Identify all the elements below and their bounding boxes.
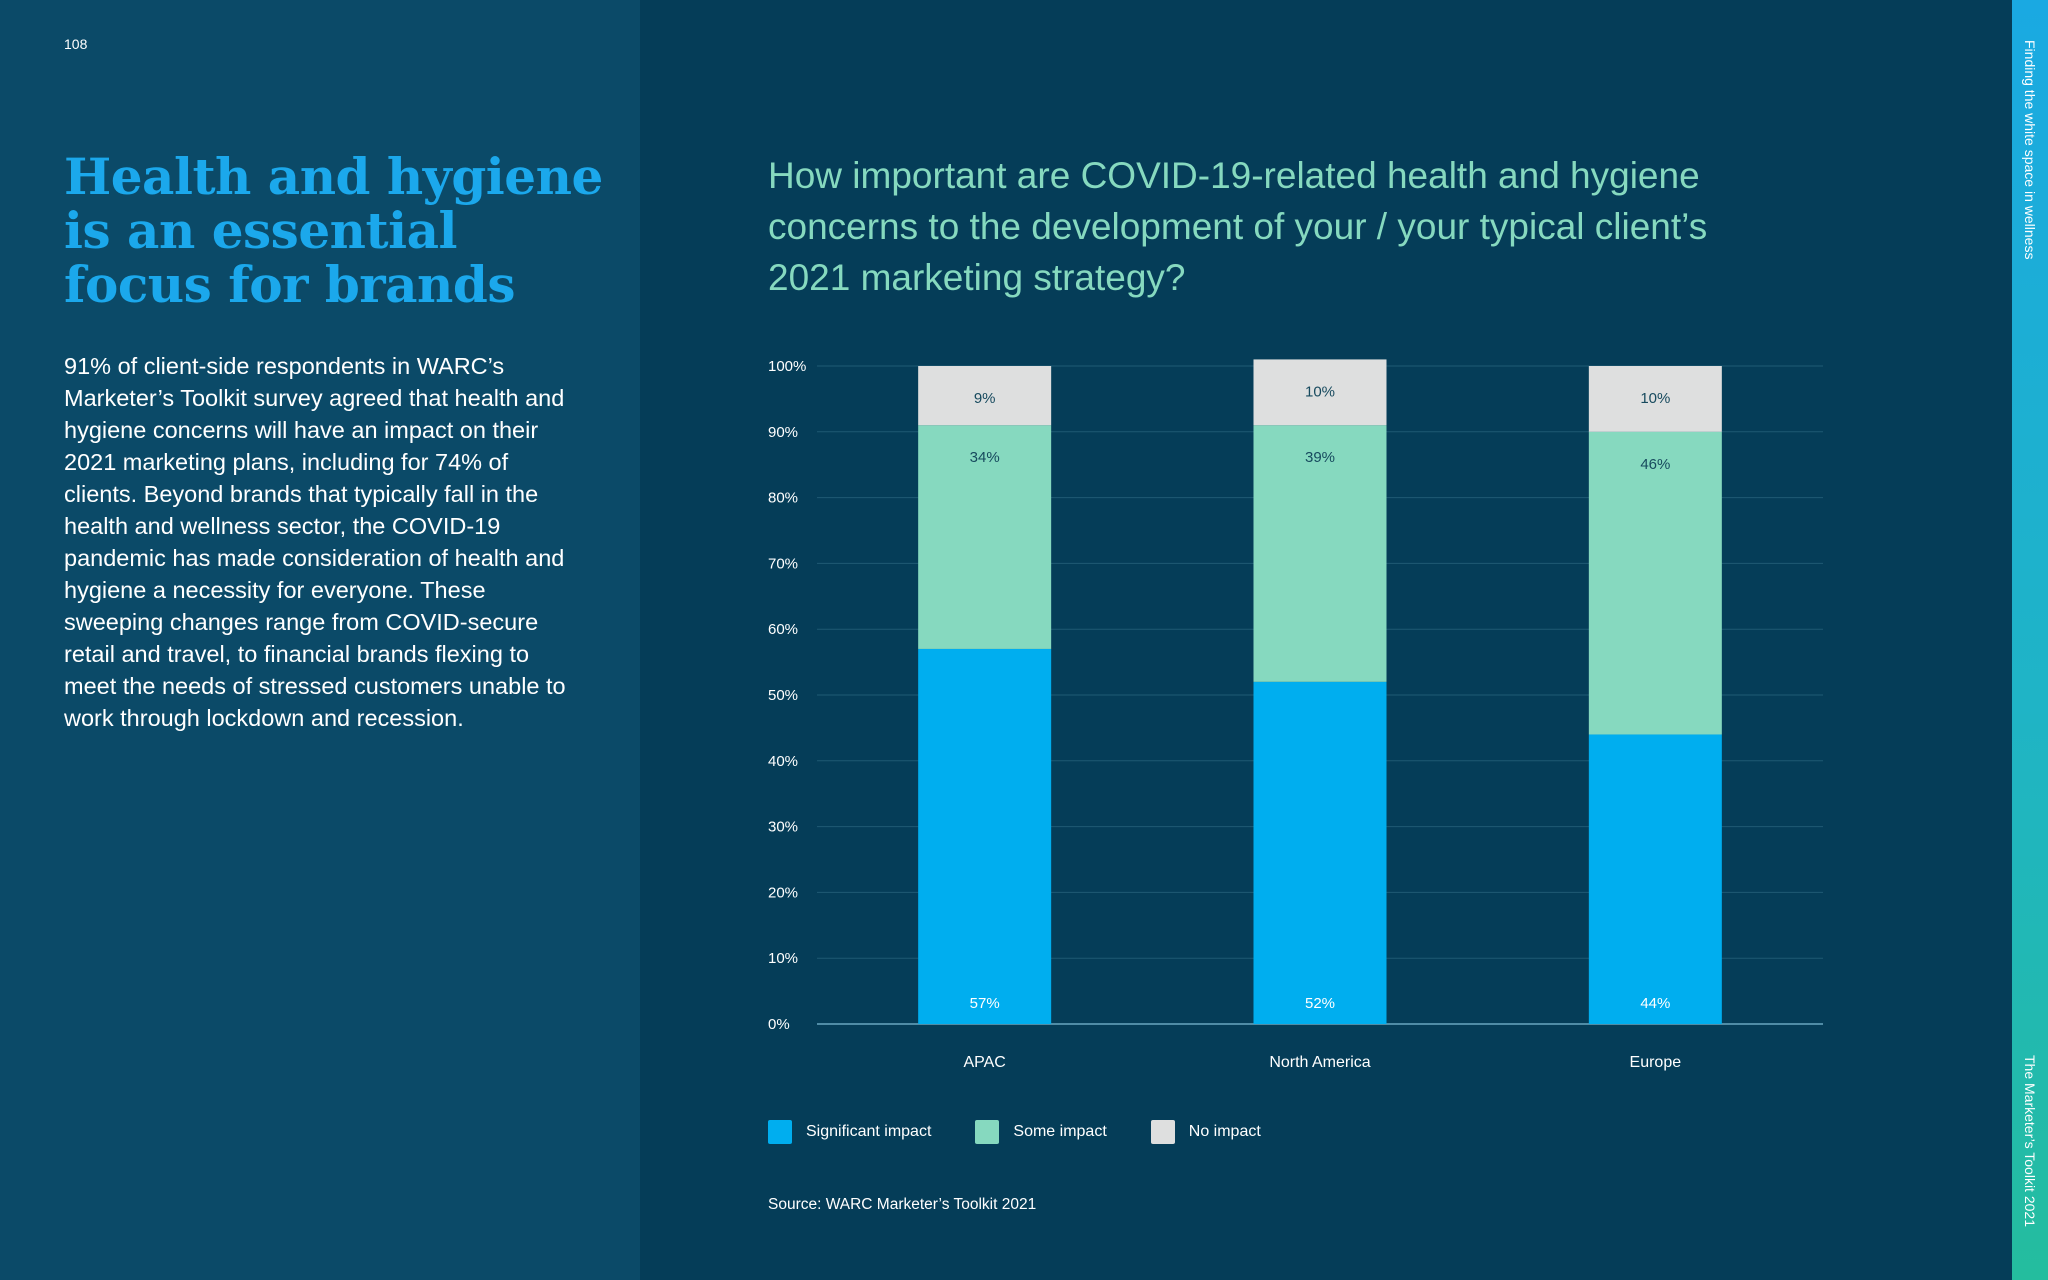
legend-swatch-none — [1150, 1120, 1175, 1144]
x-tick-label: APAC — [963, 1054, 1005, 1071]
headline: Health and hygiene is an essential focus… — [64, 147, 603, 314]
legend-label-some: Some impact — [1013, 1123, 1107, 1140]
page-number: 108 — [64, 36, 88, 52]
y-tick-label: 80% — [768, 490, 798, 507]
legend-label-none: No impact — [1188, 1123, 1261, 1140]
x-tick-label: North America — [1269, 1054, 1370, 1071]
y-tick-label: 10% — [768, 950, 798, 967]
data-label: 44% — [1640, 995, 1670, 1012]
data-label: 34% — [970, 449, 1000, 466]
legend-swatch-significant — [768, 1120, 792, 1144]
side-label-top: Finding the white space in wellness — [2022, 40, 2038, 260]
y-tick-label: 20% — [768, 884, 798, 901]
data-label: 52% — [1305, 995, 1335, 1012]
chart-title: How important are COVID-19-related healt… — [768, 155, 1708, 298]
labels-layer: 0% 10% 20% 30% 40% 50% 60% 70% 80% 90% 100% 57% 34% 9… — [768, 358, 1681, 1071]
bar-segment-some-impact — [918, 425, 1052, 649]
y-tick-label: 70% — [768, 555, 798, 572]
data-label: 39% — [1305, 449, 1335, 466]
y-tick-label: 50% — [768, 687, 798, 704]
y-tick-label: 90% — [768, 424, 798, 441]
data-label: 9% — [974, 390, 996, 407]
y-tick-label: 0% — [768, 1016, 790, 1033]
data-label: 10% — [1640, 390, 1670, 407]
y-tick-label: 40% — [768, 753, 798, 770]
data-label: 46% — [1640, 456, 1670, 473]
bar-segment-significant-impact — [918, 648, 1052, 1024]
data-label: 10% — [1305, 383, 1335, 400]
bar-segment-significant-impact — [1588, 734, 1722, 1024]
bar-segment-no-impact — [1588, 366, 1722, 432]
y-tick-label: 100% — [768, 358, 806, 375]
chart-source: Source: WARC Marketer’s Toolkit 2021 — [768, 1196, 1037, 1213]
bar-segment-significant-impact — [1253, 681, 1387, 1024]
left-panel — [0, 0, 640, 1280]
body-text: 91% of client-side respondents in WARC’s… — [64, 353, 566, 731]
data-label: 57% — [970, 995, 1000, 1012]
bars-layer — [918, 359, 1722, 1024]
legend-item-none: No impact — [1150, 1120, 1261, 1144]
side-label-bottom: The Marketer’s Toolkit 2021 — [2022, 1055, 2038, 1227]
legend-item-significant: Significant impact — [768, 1120, 931, 1144]
legend-swatch-some — [975, 1120, 1000, 1144]
y-tick-label: 60% — [768, 621, 798, 638]
legend-item-some: Some impact — [975, 1120, 1107, 1144]
side-strip — [2012, 0, 2048, 1280]
legend-label-significant: Significant impact — [806, 1123, 932, 1140]
bar-segment-some-impact — [1588, 431, 1722, 735]
bar-segment-some-impact — [1253, 425, 1387, 682]
chart-legend: Significant impact Some impact No impact — [768, 1120, 1305, 1144]
bar-segment-no-impact — [1253, 359, 1387, 426]
bar-segment-no-impact — [918, 366, 1052, 426]
y-tick-label: 30% — [768, 819, 798, 836]
x-tick-label: Europe — [1630, 1054, 1682, 1071]
